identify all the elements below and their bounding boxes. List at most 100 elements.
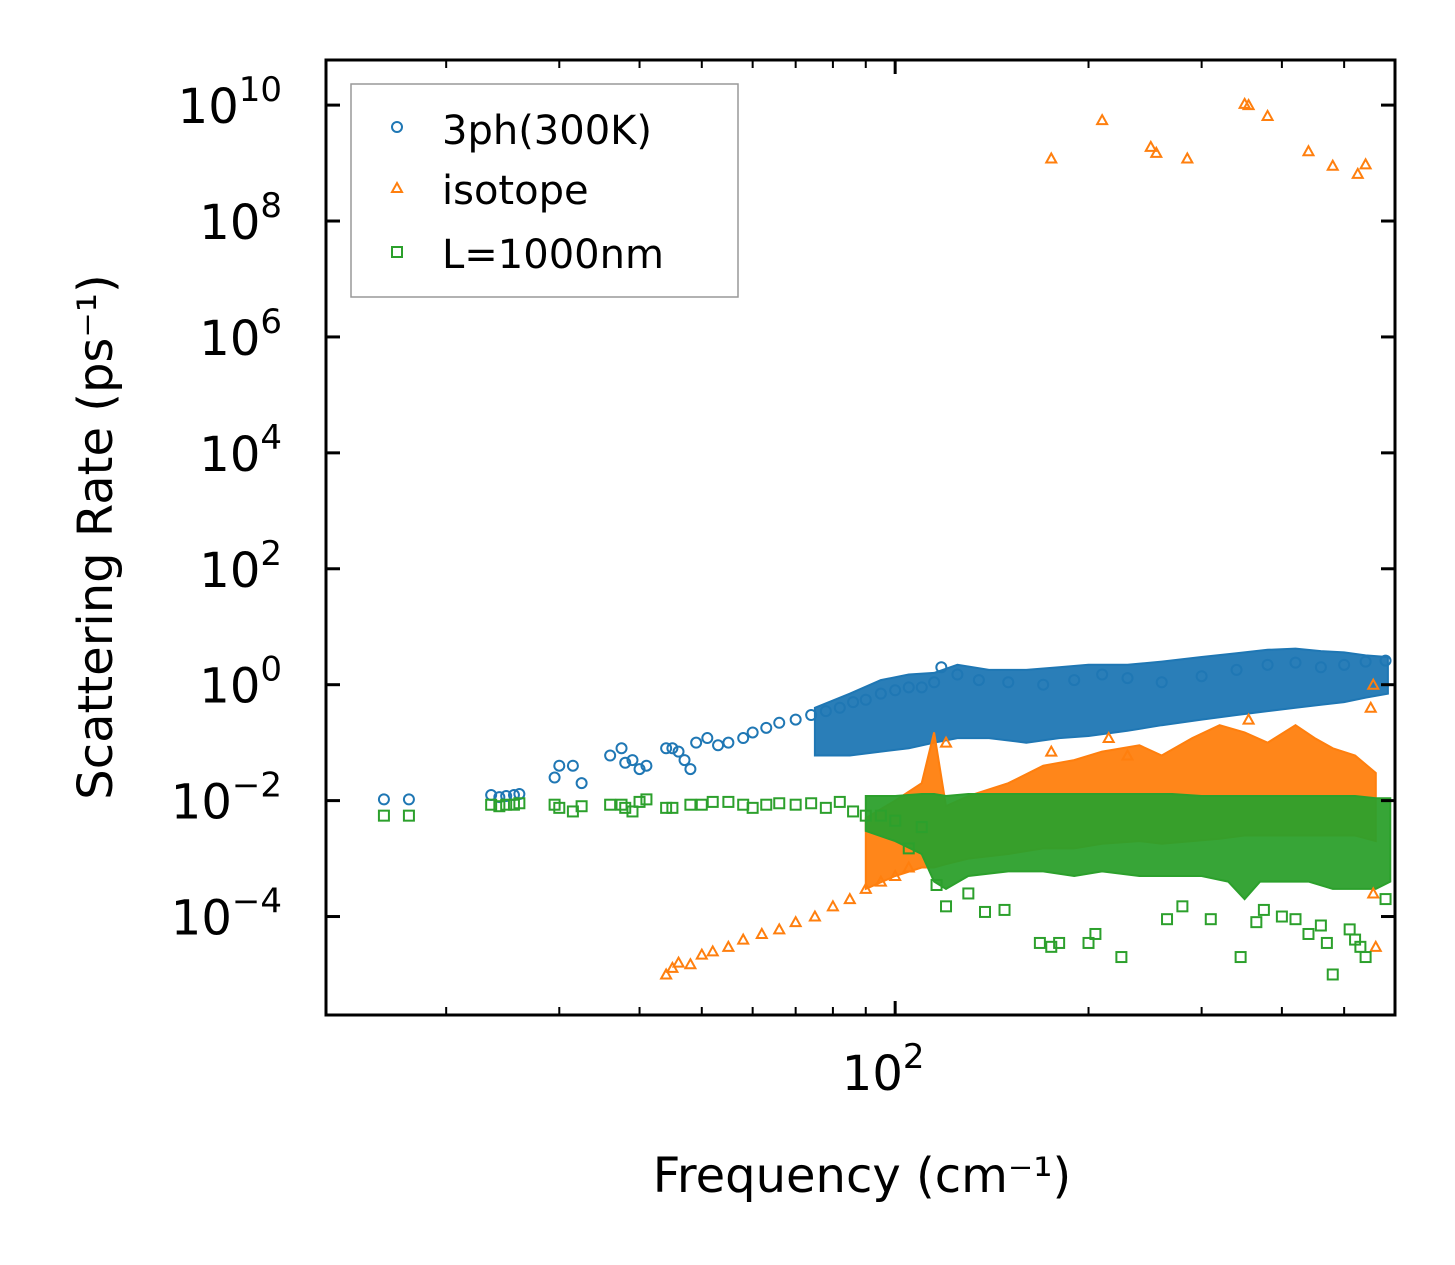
square-point xyxy=(930,878,943,891)
triangle-point xyxy=(826,899,840,912)
square-point xyxy=(626,805,639,818)
square-point xyxy=(575,800,588,813)
circle-point xyxy=(951,668,964,681)
y-tick-label: 10−4 xyxy=(171,882,282,947)
circle-point xyxy=(935,661,948,674)
square-point xyxy=(1359,951,1372,964)
band-square-series xyxy=(864,793,1392,901)
triangle-point xyxy=(1351,166,1365,179)
y-tick-exponent: 2 xyxy=(260,534,282,574)
triangle-point xyxy=(671,955,686,968)
triangle-point xyxy=(1301,144,1316,157)
circle-point xyxy=(972,674,985,687)
square-point xyxy=(833,795,846,808)
circle-point xyxy=(805,708,818,721)
square-point xyxy=(1326,968,1339,981)
square-point xyxy=(660,801,673,814)
circle-point xyxy=(640,759,653,772)
circle-point xyxy=(1359,655,1372,668)
circle-point xyxy=(1314,661,1327,674)
y-tick-exponent: 10 xyxy=(239,70,282,110)
triangle-point xyxy=(1366,886,1380,899)
circle-point xyxy=(1037,678,1050,691)
circle-point xyxy=(672,745,685,758)
x-tick-labels: 102 xyxy=(842,1037,925,1102)
y-tick-exponent: −4 xyxy=(232,882,282,922)
triangle-point xyxy=(859,881,873,894)
circle-point xyxy=(553,759,566,772)
circle-point xyxy=(915,681,928,694)
square-point xyxy=(760,798,773,811)
square-point xyxy=(604,798,617,811)
y-tick-label: 104 xyxy=(199,418,282,483)
triangle-point xyxy=(772,922,786,935)
square-point xyxy=(500,798,513,811)
circle-point xyxy=(1068,674,1081,687)
dense-data-bands xyxy=(813,647,1392,901)
circle-point xyxy=(684,763,697,776)
circle-point xyxy=(1379,654,1392,667)
square-point xyxy=(1343,923,1356,936)
triangle-point xyxy=(1364,700,1378,713)
triangle-point xyxy=(1044,151,1058,164)
triangle-point xyxy=(1326,158,1340,171)
circle-point xyxy=(819,705,832,718)
legend-marker-circle xyxy=(391,121,403,133)
triangle-point xyxy=(736,932,750,945)
triangle-point xyxy=(1101,731,1116,744)
legend-markers xyxy=(390,121,404,258)
circle-point xyxy=(760,721,773,734)
triangle-point xyxy=(1366,677,1380,690)
x-axis-label: Frequency (cm⁻¹) xyxy=(653,1148,1071,1204)
legend-marker-square xyxy=(391,246,403,258)
circle-point xyxy=(722,736,735,749)
triangle-point xyxy=(706,944,720,957)
triangle-point xyxy=(1044,744,1058,757)
triangle-point xyxy=(1120,748,1135,761)
square-point xyxy=(1250,916,1263,929)
legend-marker-triangle xyxy=(390,180,404,193)
square-point xyxy=(962,887,975,900)
circle-point xyxy=(833,701,846,714)
circle-point xyxy=(1121,672,1134,685)
x-tick-label: 102 xyxy=(842,1037,925,1102)
triangle-point xyxy=(843,892,857,905)
circle-point xyxy=(615,742,628,755)
square-point xyxy=(377,809,390,822)
y-axis-label: Scattering Rate (ps⁻¹) xyxy=(68,274,124,800)
axis-ticks xyxy=(326,60,1396,1015)
square-point xyxy=(619,801,632,814)
plot-frame xyxy=(324,58,1397,1017)
square-point xyxy=(615,798,628,811)
triangle-point xyxy=(755,926,769,939)
circle-point xyxy=(1338,658,1351,671)
circle-point xyxy=(1261,658,1274,671)
legend-label-isotope: isotope xyxy=(442,168,589,214)
triangle-point xyxy=(1241,98,1256,111)
square-point xyxy=(1320,936,1333,949)
y-tick-exponent: 0 xyxy=(260,650,282,690)
square-point xyxy=(1115,951,1128,964)
square-point xyxy=(1082,936,1095,949)
square-point xyxy=(1204,913,1217,926)
y-tick-label: 100 xyxy=(199,650,282,715)
square-point xyxy=(998,903,1011,916)
triangle-point xyxy=(1095,113,1109,126)
square-point xyxy=(1234,951,1247,964)
circle-point xyxy=(874,687,887,700)
square-point xyxy=(1053,936,1066,949)
legend-box xyxy=(350,83,739,298)
circle-point xyxy=(889,684,902,697)
circle-point xyxy=(660,742,673,755)
square-point xyxy=(1314,919,1327,932)
circle-point xyxy=(377,793,390,806)
triangle-point xyxy=(1260,108,1275,121)
square-point xyxy=(979,905,992,918)
square-point xyxy=(1289,913,1302,926)
triangle-point xyxy=(1144,139,1158,152)
y-tick-exponent: 4 xyxy=(260,418,282,458)
circle-point xyxy=(690,736,703,749)
square-point xyxy=(722,795,735,808)
circle-point xyxy=(746,726,759,739)
